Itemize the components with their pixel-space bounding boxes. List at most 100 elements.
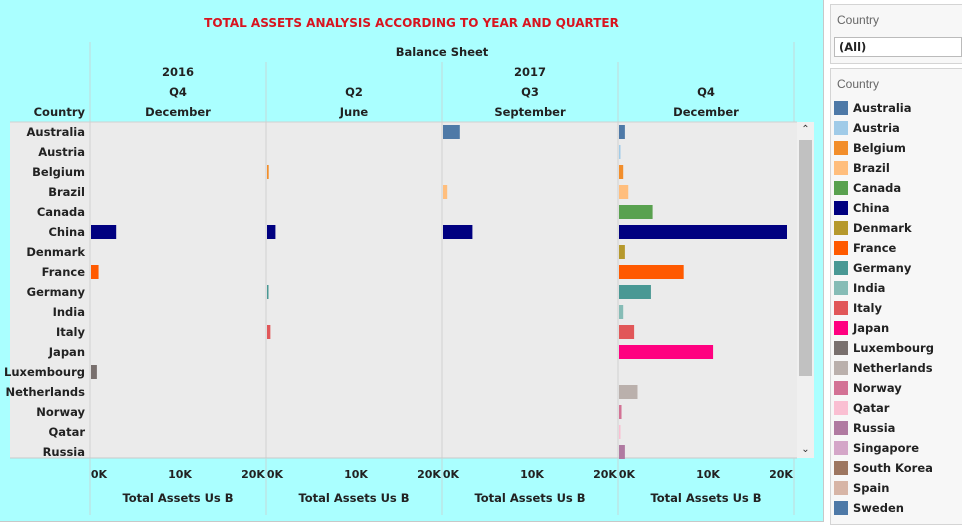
legend-item[interactable]: Germany: [834, 258, 911, 278]
scroll-up-icon[interactable]: ⌃: [801, 124, 810, 135]
legend-label: Norway: [853, 381, 902, 395]
row-label: Brazil: [48, 185, 85, 199]
bar: [619, 385, 638, 399]
axis-tick-label: 10K: [520, 468, 544, 481]
legend-item[interactable]: South Korea: [834, 458, 933, 478]
legend-label: China: [853, 201, 890, 215]
legend-item[interactable]: Qatar: [834, 398, 889, 418]
axis-tick-label: 10K: [344, 468, 368, 481]
legend-label: Austria: [853, 121, 900, 135]
legend-title: Country: [837, 77, 880, 91]
quarter-header: Q4: [697, 85, 715, 99]
row-label: Netherlands: [5, 385, 85, 399]
bar: [443, 225, 473, 239]
legend-label: Germany: [853, 261, 912, 275]
axis-tick-label: 0K: [443, 468, 460, 481]
scroll-down-icon[interactable]: ⌄: [801, 444, 810, 455]
axis-tick-label: 20K: [417, 468, 441, 481]
legend-item[interactable]: Denmark: [834, 218, 912, 238]
year-2016-header: 2016: [161, 65, 194, 79]
legend-swatch: [834, 361, 848, 375]
row-label: China: [48, 225, 85, 239]
legend-label: Japan: [853, 321, 890, 335]
bar: [267, 325, 271, 339]
row-label: France: [42, 265, 86, 279]
bar: [267, 225, 276, 239]
row-label: Russia: [43, 445, 85, 459]
balance-sheet-header: Balance Sheet: [395, 45, 489, 59]
bar: [619, 445, 625, 459]
axis-tick-label: 0K: [91, 468, 108, 481]
legend-item[interactable]: Italy: [834, 298, 882, 318]
axis-tick-label: 20K: [593, 468, 617, 481]
legend-swatch: [834, 281, 848, 295]
legend-item[interactable]: Netherlands: [834, 358, 933, 378]
legend-item[interactable]: Singapore: [834, 438, 919, 458]
bar: [619, 305, 624, 319]
month-header: December: [145, 105, 211, 119]
bar: [91, 265, 99, 279]
bar: [267, 285, 269, 299]
axis-title: Total Assets Us B: [122, 491, 233, 505]
legend-label: Canada: [853, 181, 902, 195]
legend-swatch: [834, 441, 848, 455]
legend-swatch: [834, 241, 848, 255]
legend-item[interactable]: Luxembourg: [834, 338, 934, 358]
country-filter-dropdown[interactable]: (All): [834, 37, 962, 57]
legend-swatch: [834, 341, 848, 355]
legend-swatch: [834, 421, 848, 435]
legend-item[interactable]: Australia: [834, 98, 912, 118]
axis-title: Total Assets Us B: [298, 491, 409, 505]
bar: [619, 425, 621, 439]
legend-item[interactable]: China: [834, 198, 890, 218]
axis-tick-label: 20K: [769, 468, 793, 481]
plot-area: [10, 122, 797, 458]
legend-swatch: [834, 501, 848, 515]
axis-tick-label: 10K: [696, 468, 720, 481]
month-header: December: [673, 105, 739, 119]
bar: [443, 125, 460, 139]
legend-item[interactable]: Sweden: [834, 498, 904, 518]
filter-title: Country: [837, 13, 880, 27]
row-label: Australia: [26, 125, 85, 139]
row-label: Norway: [36, 405, 85, 419]
year-2017-header: 2017: [513, 65, 546, 79]
legend-label: Brazil: [853, 161, 890, 175]
legend-item[interactable]: Canada: [834, 178, 901, 198]
legend-label: Belgium: [853, 141, 906, 155]
legend-swatch: [834, 161, 848, 175]
legend-swatch: [834, 201, 848, 215]
legend-label: Spain: [853, 481, 890, 495]
legend-item[interactable]: Austria: [834, 118, 900, 138]
legend-swatch: [834, 221, 848, 235]
legend-swatch: [834, 181, 848, 195]
bar: [619, 405, 622, 419]
quarter-header: Q3: [521, 85, 539, 99]
legend-item[interactable]: Norway: [834, 378, 902, 398]
legend-item[interactable]: Japan: [834, 318, 889, 338]
bar: [619, 345, 714, 359]
legend-item[interactable]: Brazil: [834, 158, 890, 178]
legend-item[interactable]: Russia: [834, 418, 895, 438]
legend-swatch: [834, 121, 848, 135]
legend-item[interactable]: India: [834, 278, 885, 298]
row-label: Qatar: [49, 425, 86, 439]
bar: [619, 145, 621, 159]
legend-label: France: [853, 241, 897, 255]
quarter-header: Q4: [169, 85, 187, 99]
row-label: Italy: [56, 325, 85, 339]
axis-tick-label: 0K: [619, 468, 636, 481]
legend-item[interactable]: Spain: [834, 478, 889, 498]
row-label: Luxembourg: [4, 365, 85, 379]
legend-label: South Korea: [853, 461, 933, 475]
row-label: Austria: [38, 145, 85, 159]
legend-swatch: [834, 101, 848, 115]
bar: [619, 285, 651, 299]
scrollbar-thumb[interactable]: [799, 140, 812, 376]
legend-label: Luxembourg: [853, 341, 934, 355]
legend-item[interactable]: Belgium: [834, 138, 906, 158]
legend-card: [830, 68, 962, 525]
legend-item[interactable]: France: [834, 238, 896, 258]
legend-label: Italy: [853, 301, 882, 315]
vertical-scrollbar[interactable]: ⌃ ⌄: [797, 122, 814, 458]
